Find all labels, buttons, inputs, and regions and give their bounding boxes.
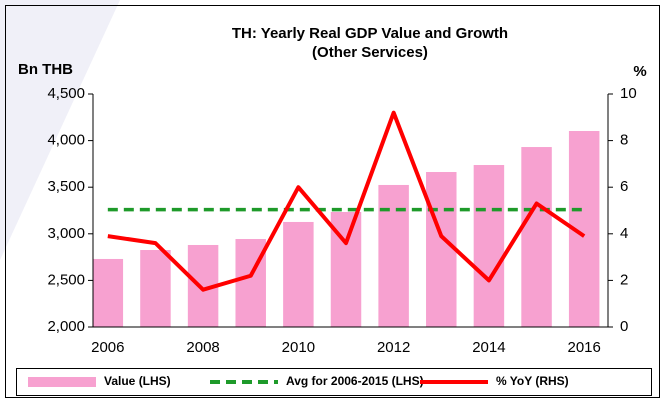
y-tick-label: 4,500 bbox=[47, 85, 85, 102]
y2-tick-label: 6 bbox=[620, 178, 628, 195]
y2-tick-label: 8 bbox=[620, 132, 628, 149]
y-tick-label: 3,000 bbox=[47, 225, 85, 242]
y2-tick-label: 0 bbox=[620, 318, 628, 335]
bar bbox=[283, 221, 314, 327]
x-tick-label: 2016 bbox=[567, 339, 600, 356]
legend-label: % YoY (RHS) bbox=[496, 374, 569, 388]
y-tick-label: 2,500 bbox=[47, 271, 85, 288]
bar bbox=[140, 250, 171, 327]
y2-tick-label: 4 bbox=[620, 225, 628, 242]
bar bbox=[378, 184, 409, 327]
background-shape bbox=[0, 0, 120, 260]
y-tick-label: 4,000 bbox=[47, 132, 85, 149]
x-tick-label: 2006 bbox=[91, 339, 124, 356]
line-series bbox=[107, 110, 586, 292]
y2-tick-label: 2 bbox=[620, 271, 628, 288]
chart-subtitle: (Other Services) bbox=[312, 44, 428, 61]
legend-box bbox=[16, 368, 652, 396]
x-tick-label: 2008 bbox=[186, 339, 219, 356]
bar bbox=[426, 172, 457, 327]
chart-border bbox=[5, 5, 660, 398]
y2-tick-label: 10 bbox=[620, 85, 637, 102]
x-tick-label: 2012 bbox=[377, 339, 410, 356]
bar bbox=[521, 147, 552, 327]
legend-label: Value (LHS) bbox=[104, 374, 171, 388]
x-tick-label: 2010 bbox=[282, 339, 315, 356]
y-tick-label: 2,000 bbox=[47, 318, 85, 335]
x-tick-label: 2014 bbox=[472, 339, 505, 356]
y-axis-label: Bn THB bbox=[18, 61, 73, 78]
bar bbox=[473, 165, 505, 327]
y2-axis-label: % bbox=[633, 63, 646, 80]
y-tick-label: 3,500 bbox=[47, 178, 85, 195]
legend-swatch bbox=[28, 377, 96, 387]
bar bbox=[92, 258, 124, 327]
legend-label: Avg for 2006-2015 (LHS) bbox=[286, 374, 424, 388]
chart-title: TH: Yearly Real GDP Value and Growth bbox=[232, 25, 508, 42]
